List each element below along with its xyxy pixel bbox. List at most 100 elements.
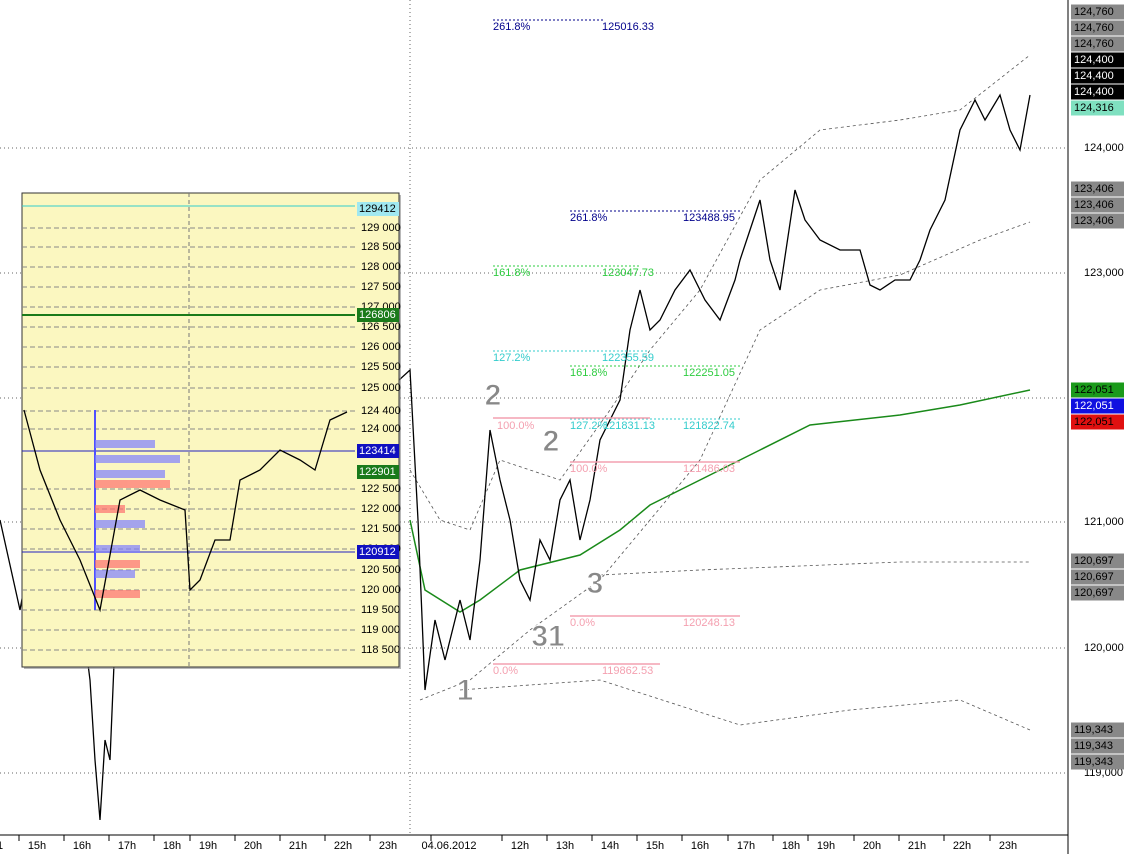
- fib-label: 0.0%: [570, 617, 595, 629]
- time-label: 1: [0, 840, 3, 852]
- fib-label: 121822.74: [683, 420, 735, 432]
- time-label: 23h: [999, 840, 1017, 852]
- inset-price-label: 124 000: [361, 423, 401, 435]
- fib-label: 161.8%: [570, 367, 608, 379]
- time-label: 19h: [817, 840, 835, 852]
- wave-label: 2: [543, 425, 560, 458]
- time-label: 19h: [199, 840, 217, 852]
- time-label: 18h: [163, 840, 181, 852]
- price-tag-bg: [1071, 4, 1124, 20]
- wave-label: 31: [531, 620, 564, 653]
- inset-price-label: 128 500: [361, 241, 401, 253]
- time-label: 04.06.2012: [421, 840, 476, 852]
- price-tag-bg: [1071, 722, 1124, 738]
- time-label: 13h: [556, 840, 574, 852]
- fib-label: 122355.59: [602, 352, 654, 364]
- time-label: 23h: [379, 840, 397, 852]
- fib-label: 0.0%: [493, 665, 518, 677]
- inset-price-label: 128 000: [361, 261, 401, 273]
- inset-panel: [21, 192, 401, 669]
- price-tag-bg: [1071, 181, 1124, 197]
- inset-price-label: 124 400: [361, 405, 401, 417]
- price-tag: 119,343: [1074, 724, 1113, 736]
- fib-label: 261.8%: [493, 21, 531, 33]
- inset-tag: 123414: [359, 445, 396, 457]
- fib-label: 127.2%: [493, 352, 531, 364]
- price-tag: 124,760: [1074, 6, 1114, 18]
- time-label: 18h: [782, 840, 800, 852]
- time-label: 15h: [28, 840, 46, 852]
- price-label: 119,000: [1084, 767, 1123, 779]
- fib-levels: [493, 417, 740, 665]
- fib-label: 100.0%: [497, 420, 535, 432]
- inset-price-label: 122 000: [361, 503, 401, 515]
- price-tag: 124,316: [1074, 102, 1114, 114]
- inset-tag-bg: [357, 465, 399, 479]
- inset-tag: 122901: [359, 466, 396, 478]
- fib-label: 120248.13: [683, 617, 735, 629]
- moving-average: [409, 389, 1031, 613]
- price-tag: 124,400: [1074, 86, 1114, 98]
- inset-tag-bg: [357, 202, 399, 216]
- time-label: 22h: [953, 840, 971, 852]
- time-label: 20h: [863, 840, 881, 852]
- price-tag-bg: [1071, 197, 1124, 213]
- price-tag-bg: [1071, 68, 1124, 84]
- price-tag-bg: [1071, 738, 1124, 754]
- fib-label: 261.8%: [570, 212, 608, 224]
- inset-tag-bg: [357, 545, 399, 559]
- price-tag-bg: [1071, 36, 1124, 52]
- inset-price-label: 120 500: [361, 564, 401, 576]
- time-label: 22h: [334, 840, 352, 852]
- price-tag-bg: [1071, 585, 1124, 601]
- time-label: 15h: [646, 840, 664, 852]
- price-tag-bg: [1071, 213, 1124, 229]
- fib-label: 100.0%: [570, 463, 608, 475]
- inset-price-label: 120 000: [361, 584, 401, 596]
- wave-label: 2: [485, 379, 502, 412]
- fib-label: 125016.33: [602, 21, 654, 33]
- price-tag-bg: [1071, 20, 1124, 36]
- inset-tag: 120912: [359, 546, 396, 558]
- price-tag: 122,051: [1074, 400, 1114, 412]
- price-tag: 122,051: [1074, 416, 1114, 428]
- fib-label: 121486.03: [683, 463, 735, 475]
- time-label: 20h: [244, 840, 262, 852]
- fib-label: 127.2%: [570, 420, 608, 432]
- price-tag: 124,400: [1074, 54, 1114, 66]
- fib-label: 121831.13: [603, 420, 655, 432]
- price-label: 120,000: [1084, 642, 1124, 654]
- inset-price-label: 126 500: [361, 321, 401, 333]
- price-tag: 120,697: [1074, 571, 1114, 583]
- inset-tag: 129412: [359, 203, 396, 215]
- price-tag: 124,760: [1074, 22, 1114, 34]
- inset-price-label: 125 500: [361, 361, 401, 373]
- inset-price-label: 119 500: [361, 604, 400, 616]
- inset-tag-bg: [357, 308, 399, 322]
- time-label: 21h: [908, 840, 926, 852]
- bands: [409, 54, 1031, 731]
- inset-price-label: 119 000: [361, 624, 400, 636]
- wave-label: 3: [587, 567, 604, 600]
- price-tag: 124,400: [1074, 70, 1114, 82]
- price-tag-bg: [1071, 569, 1124, 585]
- time-label: 16h: [691, 840, 709, 852]
- inset-price-label: 126 000: [361, 341, 401, 353]
- fib-label: 161.8%: [493, 267, 531, 279]
- inset-price-label: 129 000: [361, 222, 401, 234]
- inset-price-label: 121 500: [361, 523, 401, 535]
- wave-label: 1: [457, 674, 474, 707]
- fib-label: 123488.95: [683, 212, 735, 224]
- price-tag: 123,406: [1074, 199, 1114, 211]
- inset-tag-bg: [357, 444, 399, 458]
- price-label: 124,000: [1084, 142, 1124, 154]
- time-label: 16h: [73, 840, 91, 852]
- time-label: 17h: [737, 840, 755, 852]
- fib-label: 123047.73: [602, 267, 654, 279]
- price-label: 123,000: [1084, 267, 1124, 279]
- price-tag: 119,343: [1074, 740, 1113, 752]
- price-tag-bg: [1071, 398, 1124, 414]
- fib-lines: [493, 19, 740, 420]
- time-label: 14h: [601, 840, 619, 852]
